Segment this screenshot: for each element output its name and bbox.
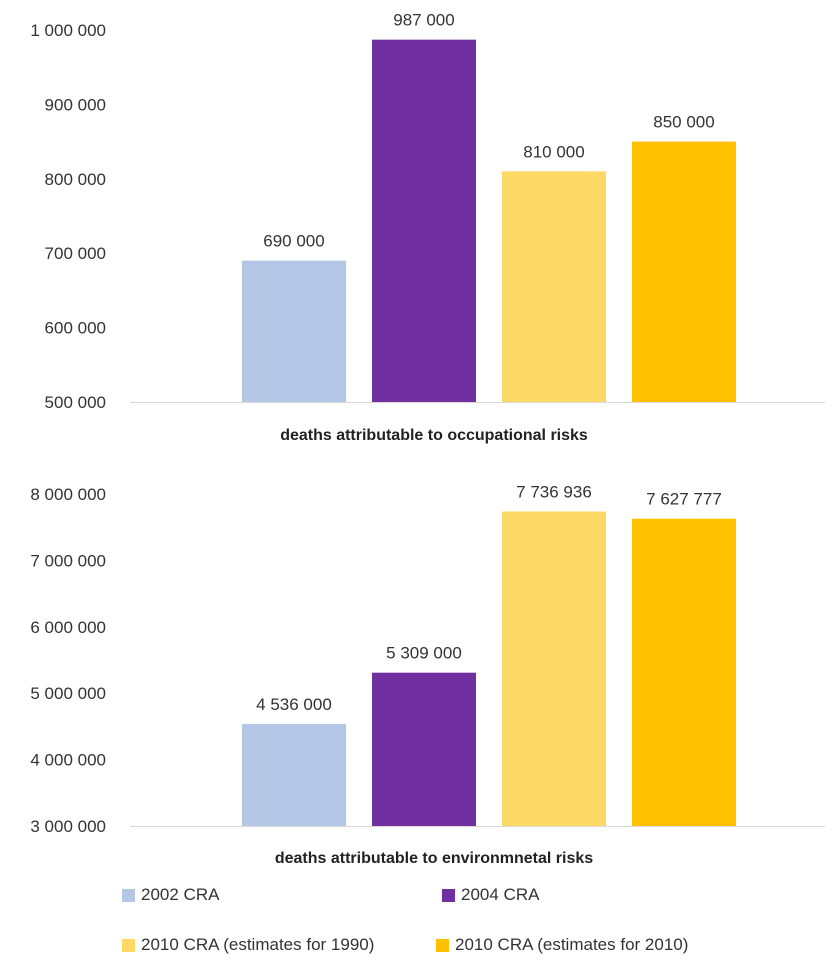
legend-item-2004: 2004 CRA (442, 885, 539, 905)
data-label: 4 536 000 (256, 695, 332, 714)
data-label: 7 627 777 (646, 490, 722, 509)
legend-label-2010-2010: 2010 CRA (estimates for 2010) (455, 935, 689, 954)
y-tick-label: 7 000 000 (30, 551, 106, 570)
legend-item-2010-1990: 2010 CRA (estimates for 1990) (122, 935, 374, 955)
legend-label-2010-1990: 2010 CRA (estimates for 1990) (141, 935, 375, 954)
legend-item-2010-2010: 2010 CRA (estimates for 2010) (436, 935, 688, 955)
bar (502, 171, 606, 402)
legend-swatch-2004 (442, 888, 455, 902)
legend-swatch-2002 (122, 888, 135, 902)
y-tick-label: 600 000 (45, 319, 106, 338)
y-tick-label: 900 000 (45, 95, 106, 114)
legend-swatch-2010-2010 (436, 938, 449, 952)
y-tick-label: 6 000 000 (30, 618, 106, 637)
y-tick-label: 500 000 (45, 393, 106, 412)
legend-item-2002: 2002 CRA (122, 885, 219, 905)
chart-svg: 500 000 600 000 700 000 800 000 900 000 1 000… (30, 11, 825, 867)
bar (372, 672, 476, 826)
y-tick-label: 700 000 (45, 244, 106, 263)
bar (502, 511, 606, 826)
bar (242, 724, 346, 826)
bar (372, 39, 476, 403)
legend-label-2004: 2004 CRA (461, 885, 540, 904)
bar (632, 141, 736, 402)
y-tick-label: 800 000 (45, 170, 106, 189)
y-tick-label: 8 000 000 (30, 485, 106, 504)
data-label: 987 000 (393, 11, 454, 30)
legend-swatch-2010-1990 (122, 938, 135, 952)
data-label: 810 000 (523, 142, 584, 161)
chart-area: 500 000 600 000 700 000 800 000 900 000 1 000… (30, 11, 825, 867)
data-label: 690 000 (263, 232, 324, 251)
y-tick-label: 3 000 000 (30, 817, 106, 836)
x-axis-label: deaths attributable to environmnetal ris… (275, 850, 593, 867)
x-axis-label: deaths attributable to occupational risk… (280, 427, 588, 444)
y-tick-label: 4 000 000 (30, 751, 106, 770)
data-label: 5 309 000 (386, 644, 462, 663)
data-label: 850 000 (653, 113, 714, 132)
y-tick-label: 1 000 000 (30, 21, 106, 40)
legend-label-2002: 2002 CRA (141, 885, 220, 904)
data-label: 7 736 936 (516, 482, 592, 501)
legend: 2002 CRA 2004 CRA 2010 CRA (estimates fo… (0, 880, 838, 965)
y-tick-label: 5 000 000 (30, 684, 106, 703)
bar (632, 518, 736, 826)
bar (242, 260, 346, 402)
